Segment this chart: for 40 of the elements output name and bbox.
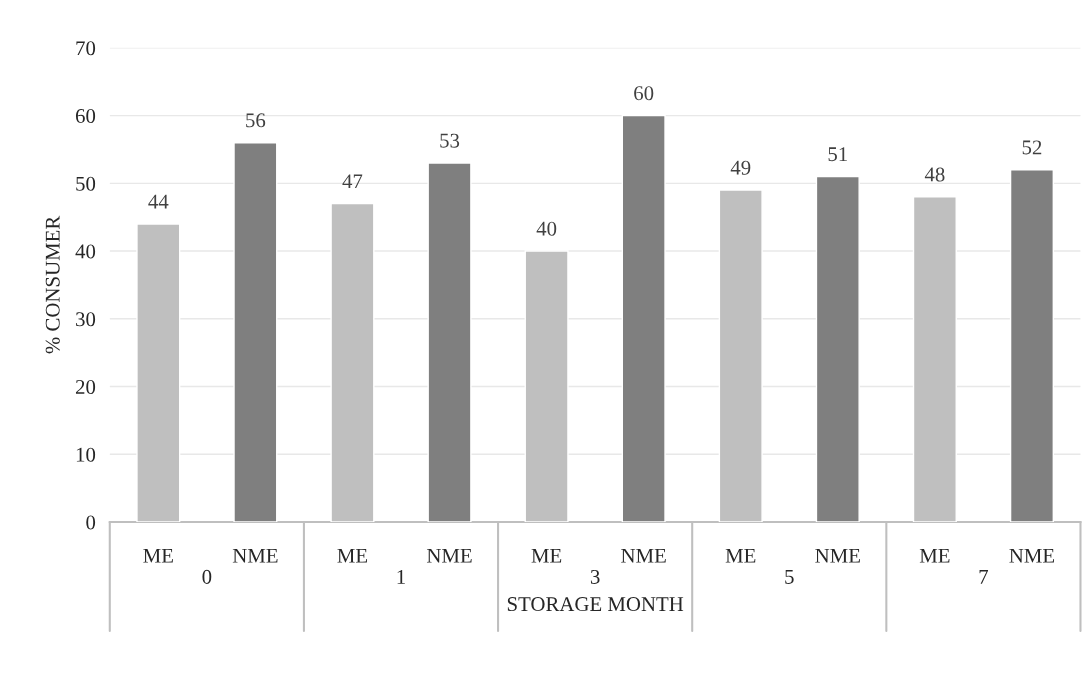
y-tick-label: 30 — [76, 312, 96, 327]
x-tick-label: 1 — [397, 569, 405, 584]
y-axis-title: % CONSUMER — [45, 215, 60, 354]
series-label: ME — [143, 548, 173, 563]
data-label: 56 — [246, 113, 266, 128]
data-label: 47 — [342, 174, 363, 189]
bar — [233, 141, 278, 523]
y-tick-label: 50 — [76, 176, 96, 191]
x-tick-label: 5 — [785, 570, 794, 584]
data-label: 60 — [634, 86, 654, 101]
y-tick-label: 20 — [75, 379, 96, 394]
data-label: 40 — [536, 221, 557, 236]
x-tick-label: 7 — [979, 570, 989, 584]
y-tick-label: 40 — [75, 244, 96, 259]
x-axis-title: STORAGE MONTH — [507, 597, 684, 612]
text: ME — [337, 548, 368, 563]
series-label: NME — [232, 548, 278, 563]
text: NME — [815, 548, 860, 563]
data-label: 49 — [730, 160, 751, 175]
text: ME — [919, 548, 950, 563]
y-tick-label: 60 — [75, 108, 96, 124]
y-tick-label: 70 — [76, 41, 96, 56]
text: NME — [426, 548, 472, 563]
bar — [621, 114, 666, 523]
text: ME — [725, 548, 756, 563]
data-label: 48 — [924, 167, 945, 182]
bar — [1009, 169, 1054, 523]
bar — [815, 175, 860, 523]
text: NME — [621, 548, 666, 563]
data-label: 52 — [1022, 140, 1042, 155]
bar — [427, 162, 472, 523]
x-tick-label: 3 — [590, 569, 600, 584]
y-tick-label: 10 — [76, 447, 96, 462]
y-tick-label: 0 — [86, 515, 96, 530]
text: NME — [1009, 548, 1055, 563]
data-label: 44 — [148, 194, 169, 209]
text: ME — [531, 548, 562, 563]
data-label: 51 — [828, 147, 847, 162]
data-label: 53 — [440, 133, 460, 148]
x-tick-label: 0 — [202, 569, 212, 584]
